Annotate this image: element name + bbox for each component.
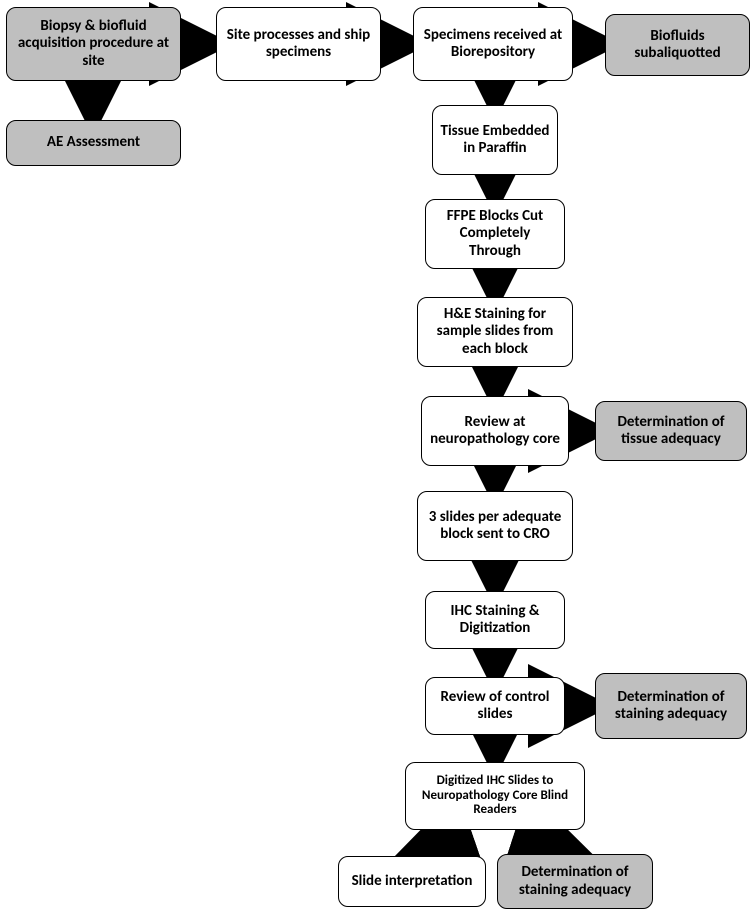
node-label: Determination of staining adequacy bbox=[504, 864, 646, 899]
node-tissue_adeq: Determination of tissue adequacy bbox=[595, 401, 747, 461]
node-three_slides: 3 slides per adequate block sent to CRO bbox=[417, 491, 573, 561]
node-he: H&E Staining for sample slides from each… bbox=[417, 297, 573, 367]
node-label: Tissue Embedded in Paraffin bbox=[439, 123, 551, 158]
node-label: Slide interpretation bbox=[352, 873, 473, 890]
node-label: Review of control slides bbox=[432, 689, 558, 724]
node-biopsy: Biopsy & biofluid acquisition procedure … bbox=[6, 7, 181, 81]
node-label: 3 slides per adequate block sent to CRO bbox=[424, 509, 566, 544]
node-label: Determination of tissue adequacy bbox=[602, 414, 740, 449]
node-review_ctrl: Review of control slides bbox=[425, 677, 565, 735]
node-embedded: Tissue Embedded in Paraffin bbox=[432, 105, 558, 175]
node-label: AE Assessment bbox=[47, 134, 140, 151]
node-stain_adeq1: Determination of staining adequacy bbox=[595, 673, 747, 739]
node-ffpe: FFPE Blocks Cut Completely Through bbox=[425, 199, 565, 269]
node-label: Site processes and ship specimens bbox=[223, 27, 374, 62]
node-digitized: Digitized IHC Slides to Neuropathology C… bbox=[405, 762, 585, 830]
flowchart-canvas: { "colors": { "white": "#ffffff", "gray"… bbox=[0, 0, 755, 916]
node-received: Specimens received at Biorepository bbox=[413, 7, 573, 81]
node-biofluids: Biofluids subaliquotted bbox=[605, 14, 750, 76]
node-ae: AE Assessment bbox=[6, 120, 181, 166]
node-slide_interp: Slide interpretation bbox=[338, 856, 486, 907]
node-stain_adeq2: Determination of staining adequacy bbox=[497, 854, 653, 909]
node-label: Digitized IHC Slides to Neuropathology C… bbox=[412, 774, 578, 819]
node-ihc: IHC Staining & Digitization bbox=[425, 591, 565, 649]
node-label: Biofluids subaliquotted bbox=[612, 28, 743, 63]
node-label: Biopsy & biofluid acquisition procedure … bbox=[13, 18, 174, 70]
node-review_neuro: Review at neuropathology core bbox=[421, 396, 569, 466]
node-label: IHC Staining & Digitization bbox=[432, 603, 558, 638]
node-label: Review at neuropathology core bbox=[428, 414, 562, 449]
node-label: Specimens received at Biorepository bbox=[420, 27, 566, 62]
node-siteproc: Site processes and ship specimens bbox=[216, 7, 381, 81]
node-label: Determination of staining adequacy bbox=[602, 689, 740, 724]
node-label: H&E Staining for sample slides from each… bbox=[424, 306, 566, 358]
node-label: FFPE Blocks Cut Completely Through bbox=[432, 208, 558, 260]
